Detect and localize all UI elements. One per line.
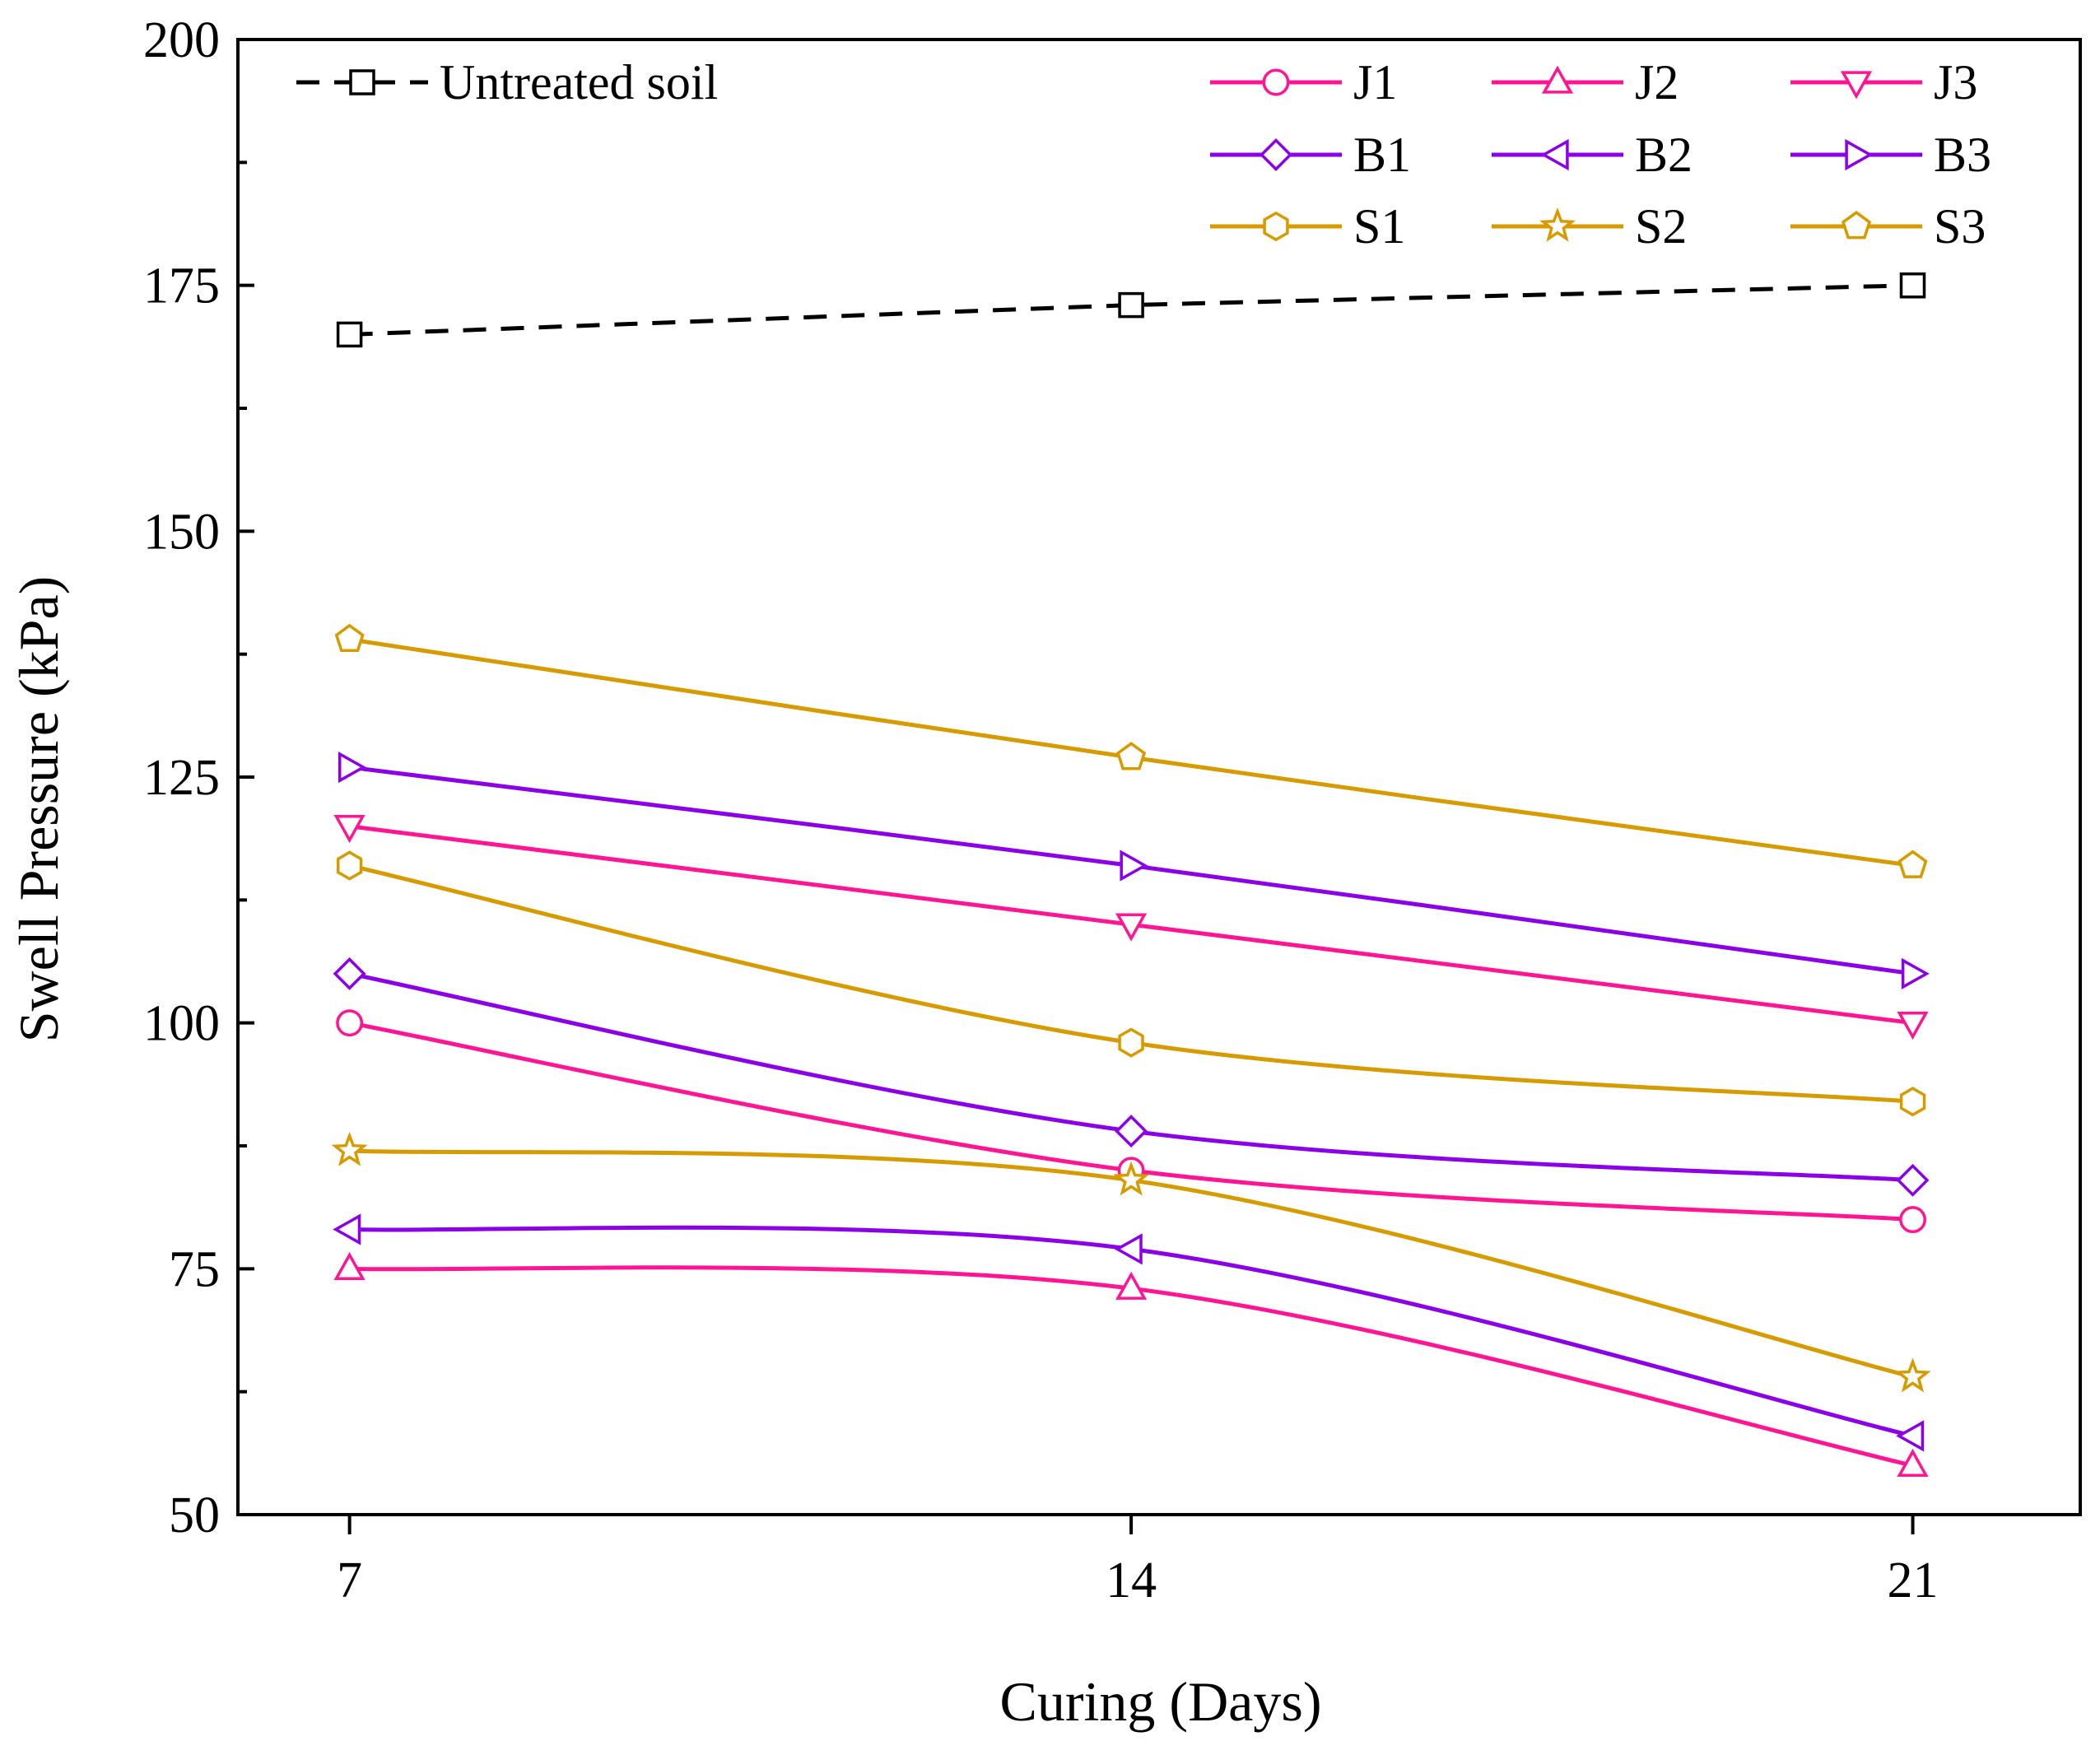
data-point-s1-7	[336, 850, 363, 881]
x-tick-label: 7	[337, 1552, 362, 1608]
data-point-b2-14	[1114, 1233, 1143, 1265]
legend-marker-untreated-soil	[349, 69, 375, 95]
legend-label-s1: S1	[1353, 199, 1405, 254]
legend-marker-j3	[1840, 71, 1873, 100]
x-axis-title: Curing (Days)	[1000, 1670, 1322, 1733]
y-tick-label: 150	[143, 504, 220, 560]
y-tick-label: 50	[169, 1487, 220, 1543]
data-point-s2-14	[1113, 1161, 1150, 1196]
legend-entry-s3: S3	[1790, 199, 1986, 254]
x-tick-label: 21	[1888, 1552, 1939, 1608]
series-b3	[338, 752, 1930, 989]
legend-entry-s2: S2	[1492, 199, 1687, 254]
series-line-b1	[349, 971, 1913, 1183]
legend-label-s2: S2	[1635, 199, 1687, 254]
data-point-j1-7	[336, 1009, 364, 1037]
data-point-j3-7	[333, 815, 366, 844]
legend-marker-s2	[1539, 207, 1576, 242]
series-line-s1	[349, 864, 1913, 1104]
legend-label-j1: J1	[1353, 55, 1397, 109]
y-axis-title: Swell Pressure (kPa)	[7, 576, 70, 1043]
data-point-j3-14	[1115, 913, 1148, 942]
legend-marker-s3	[1841, 211, 1872, 240]
data-point-b3-14	[1120, 850, 1148, 882]
y-tick-label: 175	[143, 258, 220, 314]
legend-entry-b1: B1	[1210, 128, 1411, 182]
series-j2	[333, 1251, 1929, 1477]
data-point-j1-21	[1899, 1206, 1926, 1234]
legend-label-j2: J2	[1635, 55, 1679, 109]
legend-label-s3: S3	[1934, 199, 1986, 254]
y-tick-label: 200	[143, 12, 220, 68]
data-point-untreated-soil-21	[1899, 272, 1926, 299]
legend-entry-j2: J2	[1492, 55, 1679, 109]
y-tick-label: 100	[143, 996, 220, 1052]
y-tick-label: 125	[143, 750, 220, 806]
data-point-s1-21	[1899, 1087, 1926, 1117]
legend: Untreated soil J1 J2 J3 B1 B2 B3 S1 S2 S3	[296, 55, 1991, 254]
data-point-b2-7	[333, 1213, 361, 1245]
legend-entry-s1: S1	[1210, 199, 1405, 254]
data-point-s2-21	[1894, 1357, 1931, 1393]
legend-label-untreated-soil: Untreated soil	[440, 55, 718, 109]
series-b1	[333, 957, 1930, 1197]
legend-entry-j1: J1	[1210, 55, 1397, 109]
data-point-s3-7	[334, 623, 365, 653]
data-point-s3-14	[1116, 742, 1147, 770]
y-tick-label: 75	[169, 1241, 220, 1297]
series-j3	[333, 815, 1929, 1040]
legend-entry-b3: B3	[1790, 128, 1991, 182]
series-s2	[331, 1131, 1931, 1393]
data-point-s3-21	[1897, 850, 1928, 878]
data-point-untreated-soil-14	[1118, 291, 1144, 319]
data-point-untreated-soil-7	[336, 321, 363, 348]
legend-marker-s1	[1263, 211, 1289, 242]
data-point-s2-7	[331, 1131, 368, 1166]
legend-marker-j2	[1541, 65, 1574, 94]
data-point-b1-7	[333, 957, 366, 990]
legend-label-b2: B2	[1635, 128, 1693, 182]
data-point-j3-21	[1897, 1012, 1929, 1040]
legend-marker-b2	[1540, 138, 1569, 171]
legend-label-b3: B3	[1934, 128, 1991, 182]
x-tick-label: 14	[1106, 1552, 1157, 1608]
legend-entry-b2: B2	[1492, 128, 1693, 182]
legend-entry-untreated-soil: Untreated soil	[296, 55, 718, 109]
series-layer	[331, 272, 1931, 1477]
data-point-j2-14	[1115, 1271, 1148, 1300]
legend-marker-b3	[1845, 138, 1874, 171]
legend-marker-b1	[1260, 138, 1292, 171]
data-point-j2-21	[1897, 1448, 1929, 1477]
data-point-b2-21	[1896, 1420, 1925, 1452]
legend-marker-j1	[1262, 68, 1290, 96]
series-untreated-soil	[336, 272, 1926, 348]
data-point-b1-14	[1115, 1115, 1148, 1148]
series-s1	[336, 850, 1926, 1117]
legend-label-j3: J3	[1934, 55, 1977, 109]
legend-entry-j3: J3	[1790, 55, 1977, 109]
y-axis: 50 75 100 125 150 175 200	[143, 12, 254, 1543]
data-point-b3-21	[1901, 957, 1930, 989]
data-point-j2-7	[333, 1251, 366, 1280]
data-point-b3-7	[338, 752, 366, 784]
data-point-b1-21	[1896, 1163, 1930, 1197]
series-s3	[334, 623, 1928, 878]
series-line-untreated-soil	[349, 283, 1913, 337]
series-b2	[333, 1213, 1925, 1452]
legend-label-b1: B1	[1353, 128, 1411, 182]
data-point-s1-14	[1118, 1027, 1144, 1058]
x-axis: 7 14 21	[337, 1515, 1939, 1608]
